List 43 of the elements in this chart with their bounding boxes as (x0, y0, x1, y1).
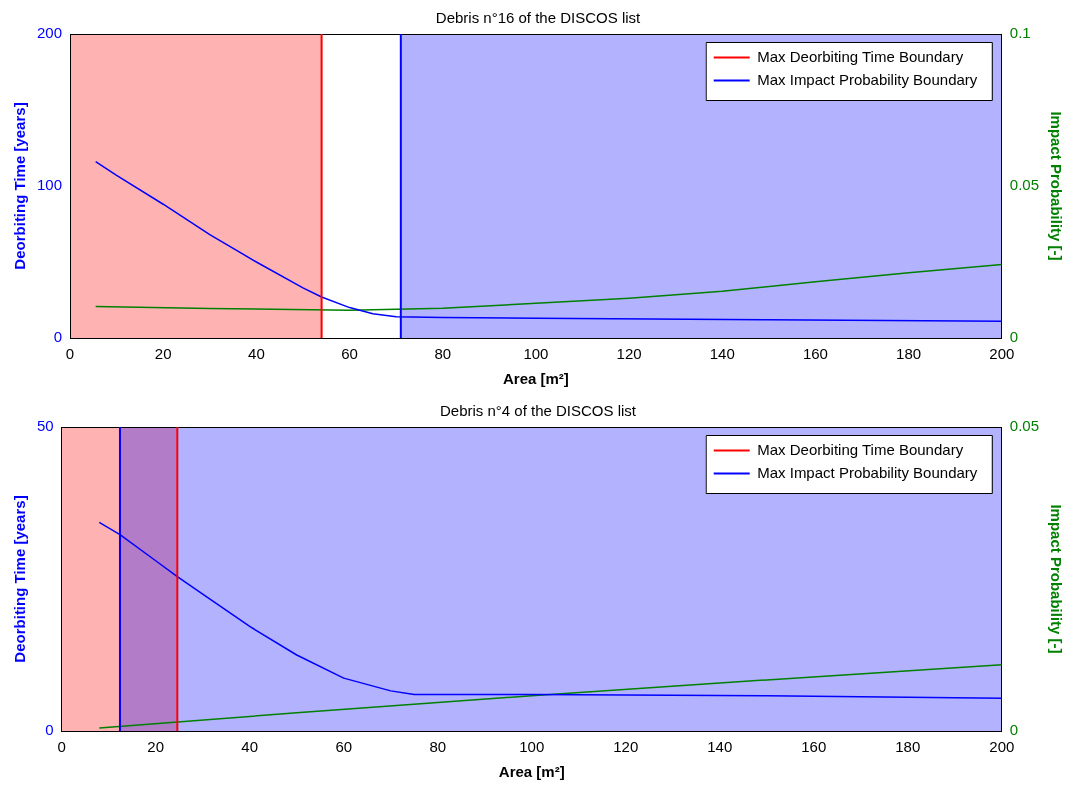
x-tick-label: 40 (248, 345, 265, 363)
legend-label: Max Deorbiting Time Boundary (757, 440, 964, 458)
chart-title: Debris n°16 of the DISCOS list (435, 9, 642, 27)
x-tick-label: 20 (154, 345, 172, 363)
y-tick-label: 50 (37, 417, 54, 435)
chart-title: Debris n°4 of the DISCOS list (439, 402, 637, 420)
y2-tick-label: 0 (1009, 328, 1019, 346)
y2-tick-label: 0.05 (1009, 417, 1040, 435)
x-tick-label: 140 (709, 345, 735, 363)
x-tick-label: 80 (429, 738, 447, 756)
y2-tick-label: 0.1 (1009, 24, 1031, 42)
x-tick-label: 20 (147, 738, 165, 756)
y-axis-title: Deorbiting Time [years] (11, 102, 29, 270)
y-tick-label: 0 (45, 721, 54, 739)
x-axis-title: Area [m²] (498, 763, 565, 781)
y-tick-label: 200 (37, 24, 63, 42)
x-tick-label: 80 (434, 345, 452, 363)
x-axis-title: Area [m²] (502, 370, 569, 388)
x-tick-label: 200 (989, 345, 1015, 363)
y-axis-title: Deorbiting Time [years] (11, 495, 29, 663)
x-tick-label: 100 (519, 738, 545, 756)
x-tick-label: 0 (65, 345, 75, 363)
x-tick-label: 160 (801, 738, 827, 756)
y2-tick-label: 0 (1009, 721, 1019, 739)
y-tick-label: 0 (53, 328, 63, 346)
x-tick-label: 180 (895, 738, 921, 756)
x-tick-label: 120 (613, 738, 639, 756)
legend-label: Max Deorbiting Time Boundary (757, 47, 964, 65)
x-tick-label: 60 (335, 738, 353, 756)
legend-label: Max Impact Probability Boundary (757, 70, 978, 88)
x-tick-label: 160 (802, 345, 828, 363)
legend-label: Max Impact Probability Boundary (757, 463, 978, 481)
x-tick-label: 40 (241, 738, 259, 756)
y2-tick-label: 0.05 (1009, 176, 1040, 194)
x-tick-label: 100 (523, 345, 549, 363)
x-tick-label: 140 (707, 738, 733, 756)
x-tick-label: 120 (616, 345, 642, 363)
y2-axis-title: Impact Probability [-] (1047, 111, 1065, 261)
x-tick-label: 200 (989, 738, 1015, 756)
x-tick-label: 60 (341, 345, 358, 363)
x-tick-label: 180 (896, 345, 922, 363)
y-tick-label: 100 (37, 176, 63, 194)
y2-axis-title: Impact Probability [-] (1047, 504, 1065, 654)
